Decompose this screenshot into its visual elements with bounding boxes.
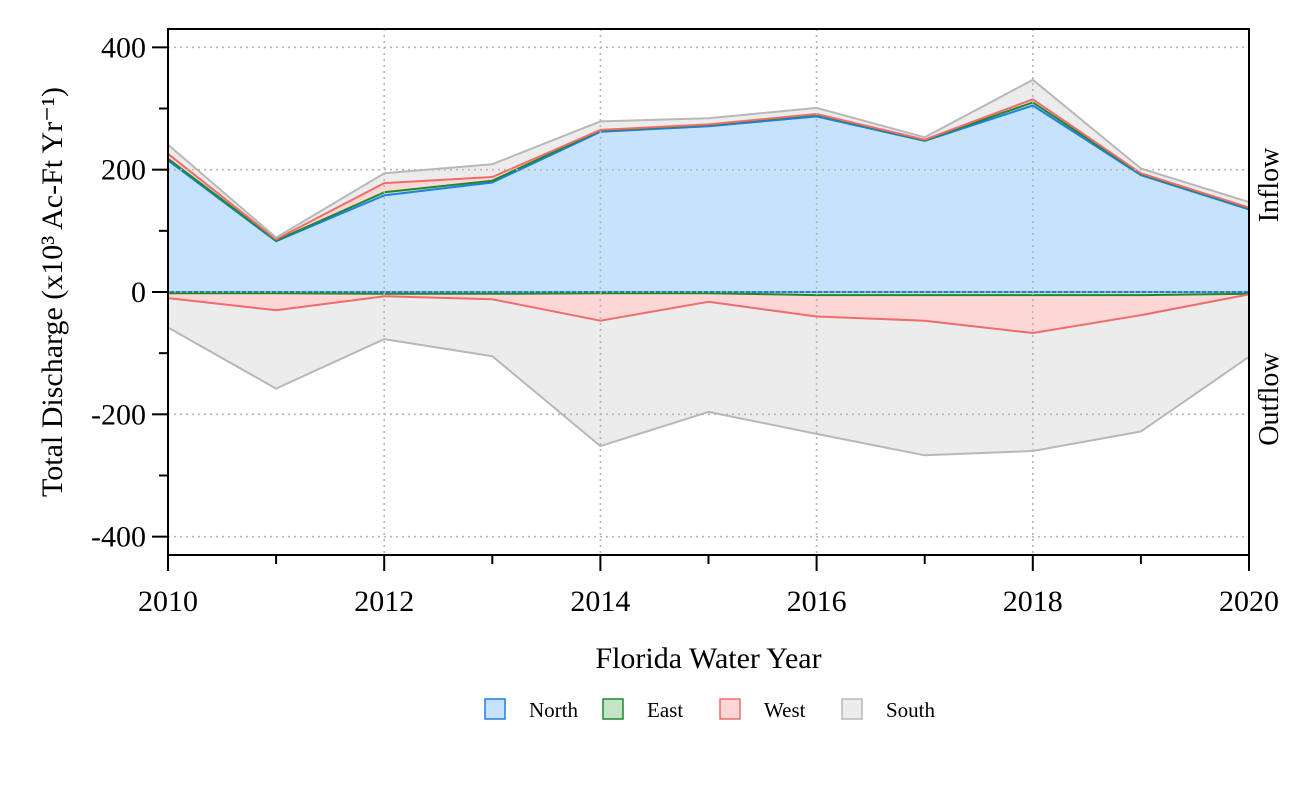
x-axis-title: Florida Water Year [595,642,821,675]
y-tick-label: 200 [101,154,146,187]
y-axis-title: Total Discharge (x10³ Ac-Ft Yr⁻¹) [36,87,69,497]
x-tick-label: 2016 [787,585,847,618]
outflow-west-area [168,293,1249,333]
inflow-north-area [168,105,1249,292]
y-axis: -400 -200 0 200 400 [91,31,168,554]
inflow-south-line [167,78,1250,239]
x-axis: 2010 2012 2014 2016 2018 2020 [138,555,1279,618]
outflow-east-line [168,292,1250,297]
outflow-label: Outflow [1254,352,1285,446]
legend-swatch-east [602,698,624,720]
legend-label-south: South [886,698,936,722]
legend-label-east: East [647,698,683,722]
gridlines [168,29,1249,555]
legend-label-north: North [529,698,578,722]
y-tick-label: -200 [91,398,146,431]
outflow-west-line [167,293,1250,334]
x-tick-label: 2010 [138,585,198,618]
inflow-north-line [167,104,1250,243]
y-tick-label: 400 [101,31,146,64]
inflow-label: Inflow [1254,147,1285,222]
x-tick-label: 2020 [1219,585,1279,618]
x-tick-label: 2014 [570,585,630,618]
x-tick-label: 2018 [1003,585,1063,618]
inflow-west-line [167,98,1250,241]
legend-swatch-south [841,698,863,720]
y-tick-label: 0 [131,276,146,309]
legend: North East West South [484,698,936,722]
y-tick-label: -400 [91,521,146,554]
legend-swatch-north [484,698,506,720]
x-tick-label: 2012 [354,585,414,618]
outflow-south-line [167,326,1250,457]
legend-swatch-west [719,698,741,720]
legend-label-west: West [764,698,806,722]
